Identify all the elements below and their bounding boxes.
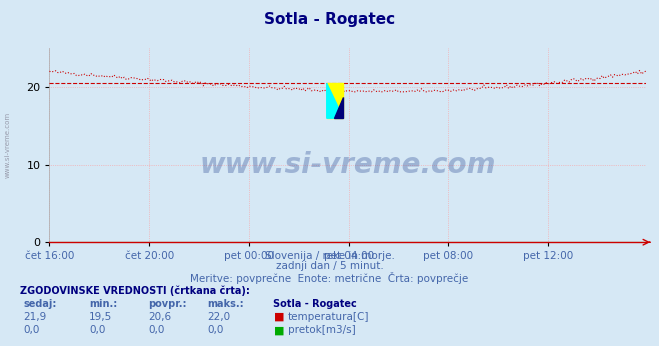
- Text: Slovenija / reke in morje.: Slovenija / reke in morje.: [264, 251, 395, 261]
- Text: 22,0: 22,0: [208, 312, 231, 322]
- Text: 0,0: 0,0: [23, 325, 40, 335]
- Text: www.si-vreme.com: www.si-vreme.com: [5, 112, 11, 179]
- Text: Sotla - Rogatec: Sotla - Rogatec: [273, 299, 357, 309]
- Text: 0,0: 0,0: [148, 325, 165, 335]
- Text: ZGODOVINSKE VREDNOSTI (črtkana črta):: ZGODOVINSKE VREDNOSTI (črtkana črta):: [20, 285, 250, 296]
- Text: 0,0: 0,0: [208, 325, 224, 335]
- Text: 19,5: 19,5: [89, 312, 112, 322]
- Text: temperatura[C]: temperatura[C]: [288, 312, 370, 322]
- Text: ■: ■: [273, 325, 284, 335]
- Text: ■: ■: [273, 312, 284, 322]
- Text: min.:: min.:: [89, 299, 117, 309]
- Text: sedaj:: sedaj:: [23, 299, 57, 309]
- Text: 20,6: 20,6: [148, 312, 171, 322]
- Text: Sotla - Rogatec: Sotla - Rogatec: [264, 12, 395, 27]
- Text: povpr.:: povpr.:: [148, 299, 186, 309]
- Polygon shape: [327, 83, 343, 118]
- Text: 21,9: 21,9: [23, 312, 46, 322]
- Text: zadnji dan / 5 minut.: zadnji dan / 5 minut.: [275, 261, 384, 271]
- Text: 0,0: 0,0: [89, 325, 105, 335]
- Text: www.si-vreme.com: www.si-vreme.com: [200, 151, 496, 179]
- Polygon shape: [334, 97, 343, 118]
- Text: Meritve: povprečne  Enote: metrične  Črta: povprečje: Meritve: povprečne Enote: metrične Črta:…: [190, 272, 469, 284]
- Text: pretok[m3/s]: pretok[m3/s]: [288, 325, 356, 335]
- Text: maks.:: maks.:: [208, 299, 244, 309]
- Bar: [327, 83, 343, 118]
